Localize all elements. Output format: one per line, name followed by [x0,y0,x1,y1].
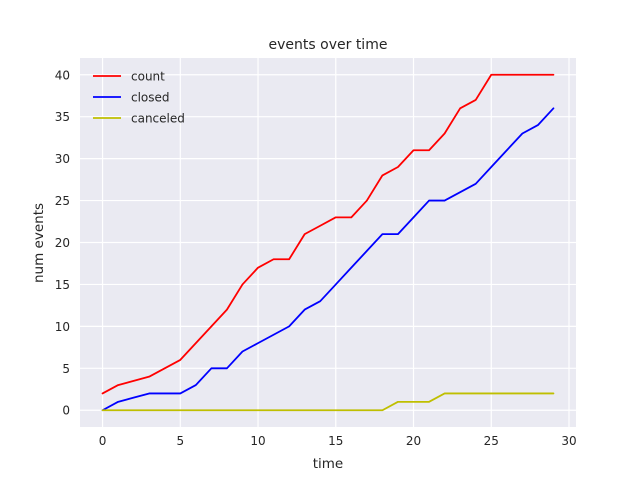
y-tick-label: 40 [55,68,70,82]
y-tick-label: 35 [55,110,70,124]
y-tick-label: 5 [62,362,70,376]
y-tick-label: 0 [62,404,70,418]
x-tick-label: 30 [561,434,576,448]
y-tick-label: 20 [55,236,70,250]
x-axis-ticks: 0 5 10 15 20 25 30 [99,434,577,448]
x-tick-label: 15 [328,434,343,448]
x-tick-label: 0 [99,434,107,448]
series-line-closed [101,107,555,412]
y-axis-ticks: 0 5 10 15 20 25 30 35 40 [55,68,70,417]
y-tick-label: 15 [55,278,70,292]
legend: count closed canceled [93,70,185,126]
y-tick-label: 30 [55,152,70,166]
x-tick-label: 25 [484,434,499,448]
x-tick-label: 5 [176,434,184,448]
legend-label-count: count [131,70,165,84]
y-tick-label: 10 [55,320,70,334]
series-line-canceled [101,392,555,412]
chart-title: events over time [269,37,388,53]
x-tick-label: 20 [406,434,421,448]
legend-label-canceled: canceled [131,112,185,126]
series-layer [101,73,555,412]
x-axis-label: time [313,456,344,472]
series-line-count [101,73,555,395]
x-tick-label: 10 [250,434,265,448]
y-axis-label: num events [31,203,47,283]
legend-label-closed: closed [131,91,170,105]
y-tick-label: 25 [55,194,70,208]
